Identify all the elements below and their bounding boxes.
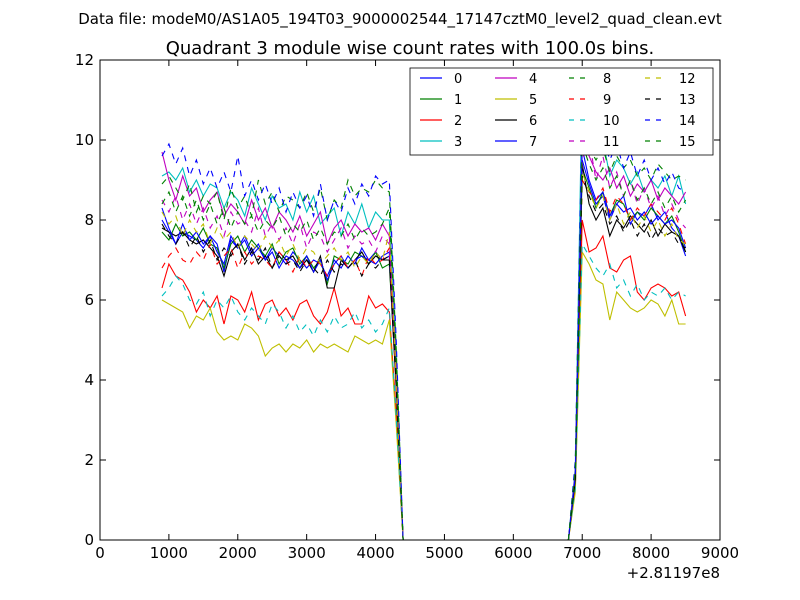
series-7 [161, 147, 687, 540]
legend-box [409, 67, 714, 156]
series-5 [161, 250, 686, 540]
legend-label: 6 [529, 114, 537, 129]
x-tick-label: 8000 [632, 544, 670, 562]
series-8 [161, 127, 686, 540]
x-tick-label: 5000 [425, 544, 463, 562]
legend-entry-13: 13 [645, 93, 696, 108]
series-7-segment-2 [567, 147, 687, 540]
y-tick-label: 12 [75, 51, 94, 69]
legend-label: 2 [454, 114, 462, 129]
legend-label: 7 [529, 135, 537, 150]
series-9-segment-1 [161, 242, 404, 540]
legend-label: 8 [603, 72, 611, 87]
legend-entry-2: 2 [420, 114, 462, 129]
series-6-segment-2 [567, 163, 687, 540]
legend-entry-12: 12 [645, 72, 696, 87]
series-layer [161, 79, 687, 540]
chart-title: Quadrant 3 module wise count rates with … [166, 38, 655, 59]
series-3-segment-1 [161, 166, 404, 540]
series-4-segment-1 [161, 151, 404, 540]
y-tick-label: 4 [84, 371, 94, 389]
legend-label: 0 [454, 72, 462, 87]
legend-label: 4 [529, 72, 537, 87]
legend-entry-10: 10 [569, 114, 620, 129]
series-2-segment-2 [567, 219, 687, 540]
series-13-segment-2 [567, 175, 686, 540]
series-2 [161, 219, 687, 540]
legend-entry-8: 8 [569, 72, 611, 87]
series-15-segment-1 [161, 190, 404, 540]
legend-label: 3 [454, 135, 462, 150]
x-tick-label: 3000 [288, 544, 326, 562]
y-tick-label: 10 [75, 131, 94, 149]
series-11-segment-1 [161, 194, 404, 540]
series-14-segment-2 [567, 107, 686, 540]
legend-label: 11 [603, 135, 620, 150]
series-10 [161, 242, 686, 540]
series-8-segment-1 [161, 175, 404, 540]
series-15 [161, 143, 687, 540]
y-tick-label: 0 [84, 531, 94, 549]
plot-frame [99, 59, 721, 541]
x-tick-label: 2000 [219, 544, 257, 562]
series-13-segment-1 [161, 223, 404, 540]
legend-entry-5: 5 [495, 93, 537, 108]
y-tick-label: 6 [84, 291, 94, 309]
y-tick-label: 2 [84, 451, 94, 469]
legend-entry-1: 1 [420, 93, 462, 108]
series-14-segment-1 [161, 142, 404, 540]
x-tick-label: 4000 [356, 544, 394, 562]
series-5-segment-1 [161, 299, 404, 540]
series-2-segment-1 [161, 262, 404, 540]
x-tick-label: 0 [95, 544, 105, 562]
x-offset-label: +2.81197e8 [627, 564, 720, 582]
legend-entry-7: 7 [495, 135, 537, 150]
series-13 [161, 175, 686, 540]
legend-entry-9: 9 [569, 93, 611, 108]
series-12-segment-1 [161, 211, 404, 540]
series-10-segment-1 [161, 275, 404, 540]
series-9-segment-2 [567, 178, 687, 540]
legend-entry-0: 0 [420, 72, 462, 87]
legend-label: 12 [679, 72, 696, 87]
legend-label: 13 [679, 93, 696, 108]
series-1-segment-1 [161, 222, 404, 540]
x-tick-label: 1000 [150, 544, 188, 562]
series-9 [161, 178, 687, 540]
legend-label: 9 [603, 93, 611, 108]
legend-label: 1 [454, 93, 462, 108]
legend-label: 5 [529, 93, 537, 108]
legend-entry-14: 14 [645, 114, 696, 129]
x-tick-label: 7000 [563, 544, 601, 562]
axis-ticks: 0 1000 2000 3000 4000 5000 6000 7000 8000 9000 0 2 4… [75, 51, 739, 562]
series-6 [161, 163, 687, 540]
y-tick-label: 8 [84, 211, 94, 229]
legend-entry-3: 3 [420, 135, 462, 150]
legend-entry-11: 11 [569, 135, 620, 150]
legend-label: 14 [679, 114, 696, 129]
x-tick-label: 9000 [701, 544, 739, 562]
series-0-segment-1 [161, 219, 404, 540]
legend-label: 10 [603, 114, 620, 129]
series-7-segment-1 [161, 207, 404, 540]
x-tick-label: 6000 [494, 544, 532, 562]
series-12-segment-2 [567, 171, 686, 540]
series-12 [161, 171, 686, 540]
legend-entry-15: 15 [645, 135, 696, 150]
legend-entry-4: 4 [495, 72, 537, 87]
series-6-segment-1 [161, 227, 404, 540]
data-file-suptitle: Data file: modeM0/AS1A05_194T03_90000025… [78, 10, 722, 29]
series-14 [161, 107, 686, 540]
legend-label: 15 [679, 135, 696, 150]
series-5-segment-2 [567, 250, 686, 540]
legend-entry-6: 6 [495, 114, 537, 129]
